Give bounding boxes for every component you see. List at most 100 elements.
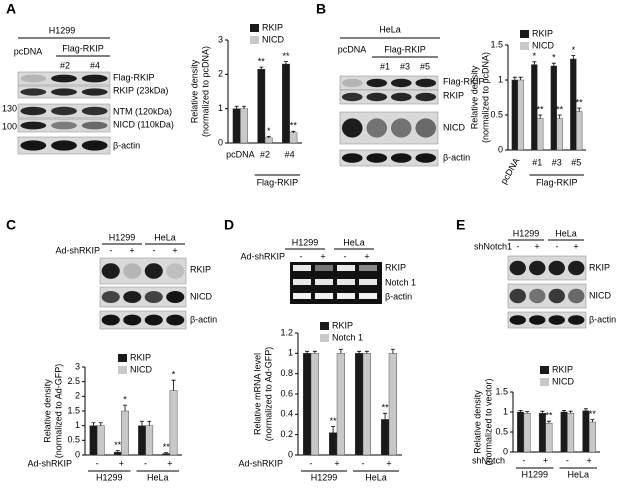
y-axis-label: (normalized to vector) — [483, 378, 493, 465]
blot-band — [81, 121, 108, 130]
error-bar — [171, 379, 176, 391]
y-tick-label: 3 — [75, 361, 80, 371]
group-label: HeLa — [147, 472, 169, 482]
group-label: H1299 — [521, 469, 548, 479]
y-tick-label: 1.5 — [67, 405, 80, 415]
blot-band — [529, 315, 546, 325]
y-tick-label: 1 — [75, 420, 80, 430]
blot-band — [529, 260, 546, 276]
error-bar — [115, 450, 120, 453]
cell-line: HeLa — [379, 24, 401, 34]
x-tick-label: #3 — [552, 157, 562, 167]
bar — [162, 453, 171, 456]
significance: ** — [114, 440, 122, 450]
y-tick-label: 0.5 — [490, 109, 503, 119]
y-axis-label: Relative density — [472, 390, 482, 454]
error-bar — [518, 410, 523, 412]
x-axis-label: Ad-shRKIP — [238, 458, 283, 468]
blot-band — [20, 106, 47, 116]
blot-band — [415, 153, 437, 163]
significance: * — [533, 51, 537, 61]
legend-label: RKIP — [130, 352, 151, 362]
blot-band — [415, 92, 437, 102]
legend-swatch — [520, 30, 529, 38]
blot-band — [390, 118, 412, 138]
bar — [567, 413, 575, 453]
legend-label: NICD — [552, 376, 574, 386]
band-label: β-actin — [443, 152, 470, 162]
blot-band — [81, 106, 108, 116]
significance: ** — [537, 104, 545, 114]
significance: * — [267, 126, 271, 136]
bar — [282, 63, 290, 144]
blot-band — [166, 291, 185, 303]
lane-label: pcDNA — [338, 44, 367, 54]
sign: - — [556, 241, 559, 251]
blot-band — [20, 140, 47, 151]
blot-band — [568, 260, 585, 276]
band-label: RKIP — [385, 262, 406, 272]
y-tick-label: 1 — [288, 348, 293, 358]
gel-band — [293, 279, 311, 285]
blot-band — [51, 140, 77, 151]
band-label: NICD — [443, 122, 465, 132]
bar — [381, 419, 390, 456]
marker-label: 130 — [2, 103, 17, 113]
x-tick-label: + — [167, 458, 172, 468]
error-bar — [383, 412, 388, 420]
band-label: NICD (110kDa) — [113, 119, 174, 129]
band-label: RKIP — [190, 264, 211, 274]
legend-label: NICD — [532, 40, 554, 50]
blot-band — [390, 92, 412, 102]
lane-label: #1 — [380, 61, 390, 71]
error-bar — [532, 61, 537, 65]
blot-band — [366, 153, 388, 163]
blot-band — [341, 78, 363, 88]
error-bar — [331, 426, 336, 433]
y-tick-label: 0 — [498, 144, 503, 154]
sign: + — [129, 245, 134, 255]
y-tick-label: 0.2 — [280, 429, 293, 439]
cell-line: H1299 — [109, 232, 136, 242]
panel-letter: D — [224, 217, 234, 233]
blot-band — [123, 263, 142, 279]
significance: * — [172, 370, 176, 380]
blot — [339, 149, 439, 167]
lane-label: #5 — [420, 61, 430, 71]
bar — [511, 79, 518, 151]
blot-band — [51, 74, 77, 83]
y-tick-label: 0 — [503, 446, 508, 456]
y-axis-label: (normalized to Ad-GFP) — [53, 364, 63, 459]
error-bar — [546, 420, 551, 424]
treatment-label: Ad-shRKIP — [240, 251, 285, 261]
blot — [99, 310, 187, 330]
blot-band — [81, 74, 108, 83]
bar — [145, 425, 154, 456]
bar — [388, 353, 398, 456]
blot-band — [51, 121, 77, 130]
error-bar — [234, 105, 239, 109]
gel-band — [315, 279, 333, 285]
blot-band — [415, 118, 437, 138]
bar — [362, 353, 372, 456]
bar — [121, 410, 129, 456]
cell-line: H1299 — [292, 237, 319, 247]
significance: * — [552, 53, 556, 63]
y-tick-label: 0 — [218, 137, 223, 147]
bar — [96, 425, 105, 456]
error-bar — [562, 410, 567, 412]
bar — [329, 432, 338, 456]
blot-band — [123, 314, 142, 326]
bar — [257, 68, 266, 144]
x-tick-label: + — [386, 458, 391, 468]
error-bar — [551, 62, 556, 66]
error-bar — [312, 350, 317, 354]
y-axis-label: (normalized to pcDNA) — [200, 46, 210, 137]
blot-band — [568, 288, 585, 304]
significance: ** — [258, 56, 266, 66]
y-axis-label: (normalized to pcDNA) — [480, 52, 490, 143]
lane-label: Flag-RKIP — [62, 43, 104, 53]
blot-band — [366, 78, 388, 88]
significance: ** — [556, 104, 564, 114]
sign: + — [573, 241, 578, 251]
